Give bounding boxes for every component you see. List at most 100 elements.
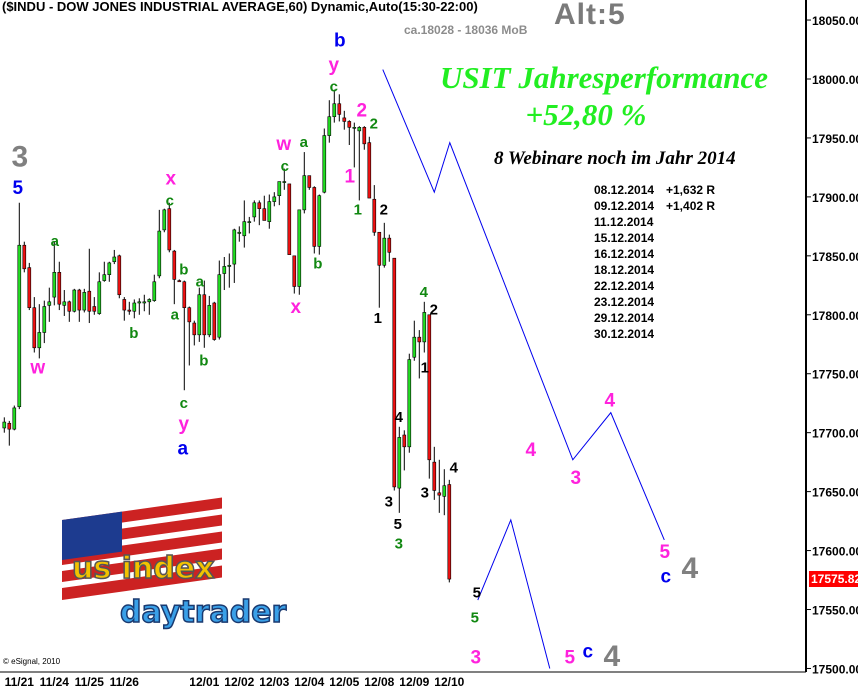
candle [127,301,132,315]
candle-body [127,309,132,312]
candle [297,209,302,295]
candle [337,94,342,122]
candle [197,287,202,342]
candle-body [132,302,137,312]
candle-body [62,301,67,306]
candle [357,126,362,201]
candle [252,200,257,222]
candle [92,297,97,315]
candle [237,226,242,242]
candle [137,298,142,315]
candle-body [377,231,382,266]
y-tick-label: 17550.00 [812,604,858,618]
wave-projection-line [382,69,665,541]
x-tick-label: 11/25 [75,675,105,689]
candle-body [437,492,442,496]
candle [287,183,292,255]
candle [122,297,127,321]
wave-label: 2 [370,115,378,132]
wave-label: c [166,192,174,209]
candle [67,300,72,322]
candle [232,228,237,283]
webinar-row: 23.12.2014 [594,294,715,310]
alt-label: Alt:5 [554,0,626,31]
candle [97,272,102,315]
candle [347,120,352,146]
candle [447,479,452,583]
webinar-list: 08.12.2014 +1,632 R 09.12.2014 +1,402 R 11… [594,182,715,342]
candle [242,200,247,248]
candle [442,469,447,516]
candle [167,202,172,253]
candle [207,295,212,338]
us-index-daytrader-logo: us index daytrader [62,497,287,631]
last-price-badge: 17575.82 [809,571,858,588]
wave-label: a [300,134,309,151]
candle [267,194,272,229]
x-tick-label: 12/05 [329,675,359,689]
x-tick-label: 12/10 [434,675,464,689]
wave-label: c [583,641,594,662]
webinar-date: 29.12.2014 [594,311,655,325]
wave-label: 2 [380,201,388,218]
y-tick-label: 17950.00 [812,132,858,146]
candle [152,274,157,302]
y-tick-label: 17850.00 [812,250,858,264]
candle [382,222,387,268]
candle [182,280,187,391]
candle [202,280,207,348]
candle [432,446,437,500]
webinar-date: 18.12.2014 [594,263,655,277]
candle-body [292,255,297,287]
x-tick-label: 11/24 [40,675,70,689]
webinar-row: 29.12.2014 [594,310,715,326]
candle [47,287,52,322]
candle-body [217,274,222,338]
candle-body [382,237,387,266]
candle-body [262,208,267,221]
projection-lines [382,69,665,669]
wave-label: 4 [450,460,459,477]
wave-label: a [196,273,205,290]
candle [387,234,392,262]
candle-body [302,175,307,211]
wave-label: 1 [354,201,362,218]
webinar-date: 16.12.2014 [594,247,655,261]
wave-label: 3 [395,535,403,552]
candle [377,231,382,308]
x-tick-label: 12/04 [294,675,324,689]
candle-body [237,231,242,234]
candle [262,195,267,221]
candle [142,294,147,312]
wave-label: 3 [385,494,393,511]
wave-label: x [166,168,177,189]
candle-body [267,201,272,222]
wave-label: 1 [345,166,356,187]
candle-body [202,294,207,336]
candle-body [157,230,162,277]
candle [302,152,307,214]
wave-label: w [29,357,45,378]
target-note: ca.18028 - 18036 MoB [404,23,528,37]
x-tick-label: 12/03 [259,675,289,689]
wave-label: 4 [420,284,429,301]
wave-label: 1 [374,310,382,327]
candle [172,249,177,305]
candle-body [37,332,42,349]
webinar-date: 08.12.2014 [594,183,655,197]
candle [162,208,167,233]
candle [102,261,107,282]
candle-body [197,294,202,336]
chart-title: ($INDU - DOW JONES INDUSTRIAL AVERAGE,60… [2,0,478,14]
wave-projection-line [477,518,551,669]
candle-body [442,485,447,497]
candle [372,185,377,236]
wave-label: 3 [571,468,582,489]
candle-body [357,127,362,132]
wave-label: 5 [565,647,576,668]
candle-body [307,175,312,188]
candle-body [252,202,257,218]
wave-label: 4 [603,640,620,673]
candle-body [67,301,72,312]
